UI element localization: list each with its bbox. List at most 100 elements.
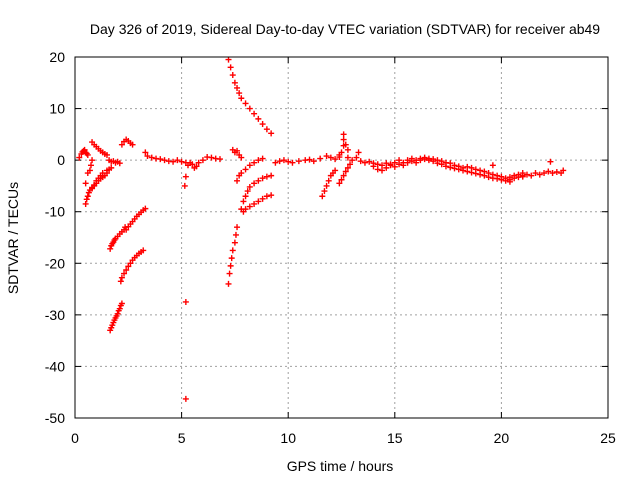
data-point (193, 163, 200, 170)
data-point (240, 198, 247, 205)
data-point (116, 305, 123, 312)
data-point (116, 160, 123, 167)
series-seg-early-mid-b (89, 164, 115, 192)
data-point (228, 255, 235, 262)
data-point (82, 200, 89, 207)
data-point (451, 165, 458, 172)
data-point (118, 274, 125, 281)
x-tick-label: 20 (494, 430, 510, 446)
series-seg-late-outliers (355, 149, 554, 185)
data-point (338, 149, 345, 156)
data-point (379, 167, 386, 174)
series-seg-early-c (106, 157, 123, 167)
plot-border (74, 56, 609, 419)
data-point (340, 172, 347, 179)
data-point (306, 156, 313, 163)
series-seg-7-9-near-zero (229, 146, 245, 161)
data-point (125, 263, 132, 270)
data-point (272, 159, 279, 166)
data-point (238, 154, 245, 161)
data-point (344, 164, 351, 171)
y-tick-label: 10 (49, 101, 65, 117)
data-point (216, 156, 223, 163)
data-point (118, 141, 125, 148)
data-point (255, 157, 262, 164)
data-point (195, 159, 202, 166)
series-seg-12-13 (336, 161, 354, 187)
data-point (259, 155, 266, 162)
series-seg-7-9-mid (234, 155, 266, 184)
data-point (246, 203, 253, 210)
y-tick-label: 0 (57, 152, 65, 168)
data-point (76, 154, 83, 161)
data-point (99, 170, 106, 177)
data-point (242, 206, 249, 213)
data-point (238, 95, 245, 102)
x-tick-label: 25 (600, 430, 616, 446)
series-seg-early-mid (89, 139, 110, 158)
data-point (528, 172, 535, 179)
data-point (532, 170, 539, 177)
y-tick-labels: -50 -40 -30 -20 -10 0 10 20 (45, 49, 65, 426)
data-point (108, 164, 115, 171)
data-point (434, 160, 441, 167)
series-seg-13-20-b (370, 156, 526, 184)
data-point (379, 162, 386, 169)
data-point (87, 162, 94, 169)
data-point (121, 270, 128, 277)
data-point (494, 175, 501, 182)
data-point (502, 177, 509, 184)
data-point (353, 154, 360, 161)
grid (75, 57, 608, 418)
data-point (357, 158, 364, 165)
data-point (82, 180, 89, 187)
data-point (89, 157, 96, 164)
data-point (425, 157, 432, 164)
data-point (251, 110, 258, 117)
data-point (246, 162, 253, 169)
series-seg-zero-5-6 (182, 154, 223, 180)
data-point (144, 153, 151, 160)
data-point (464, 168, 471, 175)
data-point (332, 167, 339, 174)
data-point (511, 175, 518, 182)
series-seg-early-down-b (82, 157, 96, 187)
data-point (91, 181, 98, 188)
data-point (355, 149, 362, 156)
data-point (89, 185, 96, 192)
data-point (438, 161, 445, 168)
data-point (413, 159, 420, 166)
series-seg-down-13 (123, 205, 149, 233)
series-seg-outliers-5 (181, 182, 189, 402)
y-tick-label: -10 (45, 204, 65, 220)
x-tick-label: 5 (178, 430, 186, 446)
data-point (383, 164, 390, 171)
data-point (118, 300, 125, 307)
data-point (404, 159, 411, 166)
data-point (259, 121, 266, 128)
data-point (182, 173, 189, 180)
data-point (349, 157, 356, 164)
x-tick-label: 0 (71, 430, 79, 446)
series-seg-spike-down (225, 224, 241, 287)
data-point (442, 163, 449, 170)
data-point (174, 157, 181, 164)
data-point (227, 64, 234, 71)
data-point (255, 115, 262, 122)
data-point (481, 172, 488, 179)
data-point (321, 188, 328, 195)
data-point (181, 182, 188, 189)
data-point (226, 270, 233, 277)
data-point (485, 174, 492, 181)
data-point (276, 158, 283, 165)
x-tick-label: 10 (280, 430, 296, 446)
data-point (142, 205, 149, 212)
data-point (366, 158, 373, 165)
data-point (547, 158, 554, 165)
data-point (170, 158, 177, 165)
data-point (523, 171, 530, 178)
data-point (246, 183, 253, 190)
data-point (234, 177, 241, 184)
data-point (317, 155, 324, 162)
